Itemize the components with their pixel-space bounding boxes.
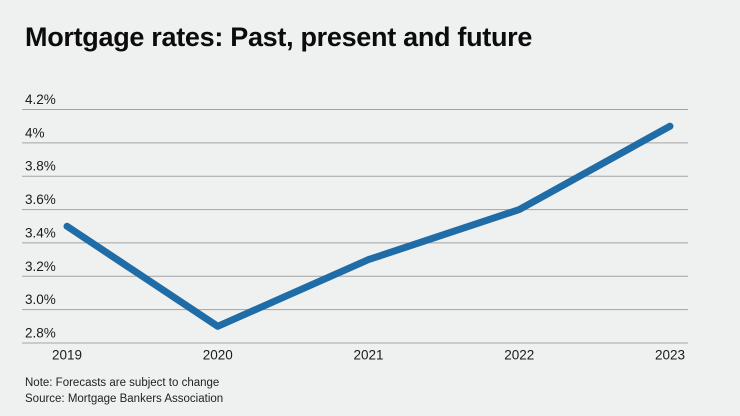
page-title: Mortgage rates: Past, present and future bbox=[25, 22, 533, 52]
x-tick-label: 2020 bbox=[203, 348, 233, 363]
chart-source: Source: Mortgage Bankers Association bbox=[25, 392, 224, 405]
rate-line bbox=[63, 122, 674, 330]
y-tick-label: 3.6% bbox=[25, 192, 56, 207]
x-tick-label: 2023 bbox=[655, 348, 685, 363]
y-tick-label: 3.8% bbox=[25, 159, 56, 174]
chart-footer: Note: Forecasts are subject to change So… bbox=[25, 376, 223, 407]
x-tick-label: 2021 bbox=[353, 348, 383, 363]
y-tick-label: 4.2% bbox=[25, 92, 56, 107]
y-tick-label: 3.2% bbox=[25, 259, 56, 274]
x-tick-label: 2019 bbox=[52, 348, 82, 363]
y-tick-label: 2.8% bbox=[25, 326, 56, 341]
x-tick-label: 2022 bbox=[504, 348, 534, 363]
chart-note: Note: Forecasts are subject to change bbox=[25, 377, 220, 389]
y-tick-label: 3.4% bbox=[25, 225, 56, 240]
y-tick-label: 3.0% bbox=[25, 292, 56, 307]
y-tick-label: 4% bbox=[25, 125, 45, 140]
